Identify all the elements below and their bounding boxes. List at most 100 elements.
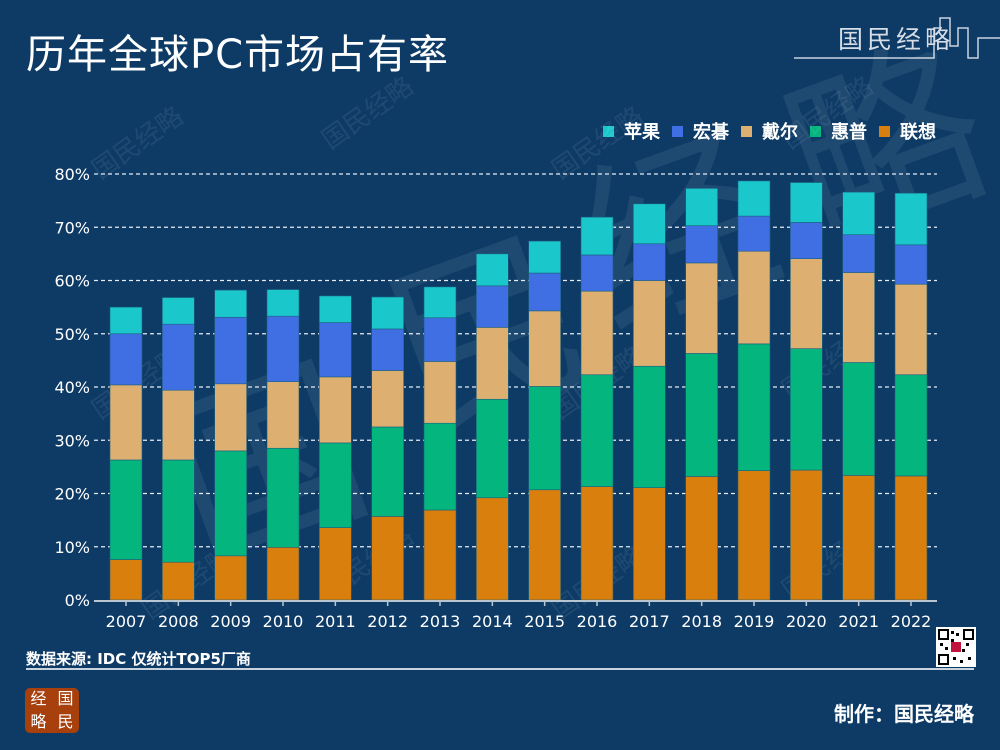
- bar-segment: [685, 262, 718, 354]
- bar-segment: [266, 289, 300, 317]
- x-tick-label: 2022: [891, 612, 932, 631]
- skyline-icon: [794, 17, 1000, 59]
- bar-segment: [737, 343, 771, 471]
- bar-segment: [162, 323, 195, 391]
- bar-segment: [266, 315, 300, 382]
- bar-segment: [528, 489, 561, 601]
- bar-segment: [894, 475, 928, 601]
- x-tick-label: 2007: [106, 612, 147, 631]
- bar-segment: [790, 258, 823, 349]
- bar-segment: [109, 559, 143, 601]
- bar-segment: [476, 253, 509, 287]
- legend-swatch-icon: [879, 125, 890, 137]
- bar-segment: [894, 192, 928, 246]
- bar-segment: [790, 222, 823, 259]
- bar-segment: [633, 365, 666, 488]
- bar-segment: [162, 297, 195, 325]
- x-tick-label: 2018: [681, 612, 722, 631]
- bar-segment: [737, 215, 771, 252]
- y-tick-label: 40%: [54, 378, 90, 397]
- bar-segment: [528, 240, 561, 274]
- x-tick-label: 2008: [158, 612, 199, 631]
- bar-segment: [319, 442, 352, 528]
- bar-segment: [214, 289, 247, 318]
- bar-segment: [790, 182, 823, 223]
- bar-segment: [371, 328, 404, 371]
- bar-segment: [423, 317, 457, 362]
- bar-segment: [423, 422, 457, 511]
- legend-label: 戴尔: [762, 122, 798, 143]
- data-source-note: 数据来源: IDC 仅统计TOP5厂商: [26, 650, 251, 668]
- bar-segment: [580, 216, 614, 256]
- qr-pattern: [938, 629, 974, 665]
- bar-segment: [371, 426, 404, 517]
- bar-segment: [685, 225, 718, 264]
- bar-segment: [162, 459, 195, 563]
- bar-segment: [633, 487, 666, 601]
- legend-item[interactable]: 宏碁: [672, 118, 729, 144]
- logo-char: 国: [57, 689, 74, 708]
- bar-segment: [842, 362, 875, 476]
- x-tick-label: 2020: [786, 612, 827, 631]
- bar-segment: [371, 296, 404, 330]
- bar-segment: [580, 290, 614, 376]
- footer-logo: 经 国 略 民: [25, 688, 79, 733]
- bar-segment: [266, 447, 300, 548]
- y-tick-label: 10%: [54, 538, 90, 557]
- bar-segment: [162, 561, 195, 601]
- y-tick-label: 30%: [54, 431, 90, 450]
- bar-segment: [266, 546, 300, 601]
- qr-code-icon[interactable]: [936, 627, 976, 667]
- legend-item[interactable]: 苹果: [603, 118, 660, 144]
- bar-segment: [580, 374, 614, 487]
- axes: 0% 10% 20% 30% 40% 50% 60% 70% 80% 2007 2008 2009 20…: [54, 165, 937, 631]
- credit-text: 制作：国民经略: [834, 702, 974, 726]
- bar-segment: [580, 254, 614, 292]
- legend-item[interactable]: 联想: [879, 118, 936, 144]
- bar-segment: [894, 374, 928, 477]
- x-tick-label: 2015: [524, 612, 565, 631]
- bar-segment: [842, 234, 875, 273]
- bar-segment: [528, 272, 561, 312]
- bar-segment: [894, 244, 928, 285]
- watermark-text: 国民经略: [317, 71, 419, 155]
- bar-segment: [214, 316, 247, 385]
- x-tick-label: 2012: [367, 612, 408, 631]
- bar-segment: [423, 361, 457, 424]
- bar-segment: [894, 283, 928, 376]
- x-tick-label: 2013: [420, 612, 461, 631]
- y-tick-label: 0%: [65, 591, 90, 610]
- brand-name: 国民经略: [838, 25, 955, 54]
- bar-segment: [737, 470, 771, 601]
- bar-segment: [319, 376, 352, 444]
- bar-segment: [109, 459, 143, 560]
- chart-legend: 苹果 宏碁 戴尔 惠普 联想: [603, 118, 936, 144]
- y-tick-label: 50%: [54, 325, 90, 344]
- bar-segment: [790, 348, 823, 471]
- bar-segment: [319, 295, 352, 323]
- legend-swatch-icon: [672, 125, 683, 137]
- bar-segment: [580, 486, 614, 601]
- bar-segment: [476, 327, 509, 400]
- bar-segment: [633, 203, 666, 245]
- bar-segment: [214, 383, 247, 452]
- page-title: 历年全球PC市场占有率: [26, 32, 450, 78]
- bar-segment: [685, 188, 718, 226]
- legend-item[interactable]: 惠普: [810, 118, 867, 144]
- legend-label: 联想: [900, 122, 936, 143]
- qr-center-mark: [951, 642, 961, 652]
- legend-item[interactable]: 戴尔: [741, 118, 798, 144]
- bar-segment: [266, 381, 300, 449]
- bar-segment: [109, 306, 143, 335]
- bar-segment: [685, 353, 718, 477]
- bar-segment: [737, 180, 771, 217]
- legend-swatch-icon: [603, 125, 614, 137]
- legend-label: 惠普: [831, 122, 867, 143]
- brand-logo: 国民经略: [794, 8, 1000, 60]
- legend-label: 宏碁: [693, 122, 729, 143]
- x-tick-label: 2017: [629, 612, 670, 631]
- legend-label: 苹果: [624, 122, 660, 143]
- legend-swatch-icon: [810, 125, 821, 137]
- bar-segment: [109, 384, 143, 461]
